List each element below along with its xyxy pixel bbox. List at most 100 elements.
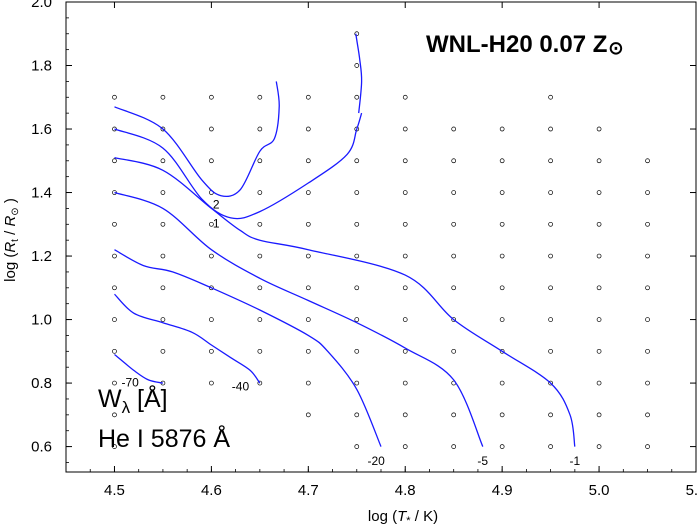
y-tick-label: 0.6 bbox=[31, 439, 52, 456]
grid-point bbox=[451, 126, 457, 132]
grid-point bbox=[645, 412, 650, 418]
grid-point bbox=[257, 348, 263, 354]
grid-point bbox=[354, 380, 360, 386]
grid-point bbox=[112, 221, 117, 227]
contour-label: -20 bbox=[367, 454, 385, 468]
series-line--40 bbox=[114, 293, 261, 384]
grid-point bbox=[645, 158, 650, 164]
grid-point bbox=[402, 285, 408, 291]
grid-point bbox=[451, 285, 457, 291]
y-tick-label: 0.8 bbox=[31, 375, 52, 392]
grid-point bbox=[499, 444, 505, 449]
grid-point bbox=[354, 348, 360, 354]
grid-point bbox=[257, 158, 263, 164]
grid-point bbox=[209, 126, 214, 132]
grid-point bbox=[209, 158, 214, 164]
grid-point bbox=[305, 253, 311, 259]
grid-point bbox=[305, 285, 311, 291]
grid-point bbox=[305, 380, 311, 386]
grid-point bbox=[257, 221, 263, 227]
contour-label: 1 bbox=[213, 216, 220, 230]
grid-point bbox=[305, 412, 311, 418]
grid-point bbox=[596, 380, 602, 386]
series-line--1 bbox=[114, 156, 576, 447]
contour-label: -40 bbox=[232, 379, 250, 393]
grid-point bbox=[305, 221, 311, 227]
grid-point bbox=[499, 126, 505, 132]
grid-point bbox=[645, 285, 650, 291]
series-line--70 bbox=[114, 353, 164, 384]
grid-point bbox=[451, 444, 457, 449]
grid-point bbox=[209, 94, 214, 100]
grid-point bbox=[548, 221, 553, 227]
grid-points bbox=[112, 31, 650, 449]
grid-point bbox=[402, 158, 408, 164]
grid-point bbox=[499, 253, 505, 259]
grid-point bbox=[257, 190, 263, 195]
grid-point bbox=[305, 348, 311, 354]
series-line-2 bbox=[114, 81, 280, 198]
grid-point bbox=[209, 285, 214, 291]
contour-label: -5 bbox=[477, 454, 488, 468]
x-tick-label: 5.1 bbox=[686, 482, 697, 499]
series-line-extra bbox=[355, 33, 363, 114]
series-line--20 bbox=[114, 249, 382, 447]
grid-point bbox=[305, 126, 311, 132]
grid-point bbox=[645, 348, 650, 354]
y-axis-ticks: 0.6 0.8 1.0 1.2 1.4 1.6 1.8 2.0 bbox=[31, 0, 696, 463]
series-lines bbox=[114, 33, 576, 447]
grid-point bbox=[548, 317, 553, 322]
grid-point bbox=[548, 380, 553, 386]
y-axis-label: log (Rt / R⊙ ) bbox=[2, 198, 21, 282]
chart-title: WNL-H20 0.07 Z⊙ bbox=[426, 31, 623, 58]
grid-point bbox=[160, 190, 166, 195]
grid-point bbox=[257, 126, 263, 132]
grid-point bbox=[596, 158, 602, 164]
grid-point bbox=[354, 444, 360, 449]
grid-point bbox=[354, 94, 360, 100]
grid-point bbox=[645, 221, 650, 227]
grid-point bbox=[354, 317, 360, 322]
series-line-1 bbox=[114, 112, 363, 220]
grid-point bbox=[402, 444, 408, 449]
x-tick-label: 4.8 bbox=[395, 482, 416, 499]
grid-point bbox=[402, 380, 408, 386]
y-tick-label: 2.0 bbox=[31, 0, 52, 11]
grid-point bbox=[499, 380, 505, 386]
grid-point bbox=[402, 412, 408, 418]
grid-point bbox=[645, 253, 650, 259]
contour-label: 2 bbox=[213, 197, 220, 211]
grid-point bbox=[402, 253, 408, 259]
grid-point bbox=[596, 444, 602, 449]
grid-point bbox=[112, 412, 117, 418]
grid-point bbox=[160, 221, 166, 227]
grid-point bbox=[499, 317, 505, 322]
grid-point bbox=[257, 94, 263, 100]
grid-point bbox=[596, 285, 602, 291]
x-tick-label: 4.6 bbox=[201, 482, 222, 499]
grid-point bbox=[112, 317, 117, 322]
grid-point bbox=[112, 285, 117, 291]
grid-point bbox=[112, 348, 117, 354]
grid-point bbox=[499, 412, 505, 418]
grid-point bbox=[209, 348, 214, 354]
grid-point bbox=[160, 285, 166, 291]
contour-labels: -70 -40 -20 -5 -1 1 2 bbox=[121, 197, 580, 468]
grid-point bbox=[354, 158, 360, 164]
annotation-he-line: He I 5876 Å bbox=[98, 423, 230, 453]
grid-point bbox=[451, 158, 457, 164]
series-line--5 bbox=[114, 191, 484, 447]
sun-symbol: ⊙ bbox=[608, 38, 623, 58]
grid-point bbox=[160, 94, 166, 100]
grid-point bbox=[548, 348, 553, 354]
grid-point bbox=[112, 253, 117, 259]
contour-label: -70 bbox=[121, 375, 139, 389]
grid-point bbox=[596, 412, 602, 418]
grid-point bbox=[548, 253, 553, 259]
grid-point bbox=[354, 253, 360, 259]
grid-point bbox=[402, 94, 408, 100]
grid-point bbox=[354, 190, 360, 195]
grid-point bbox=[596, 317, 602, 322]
grid-point bbox=[645, 190, 650, 195]
